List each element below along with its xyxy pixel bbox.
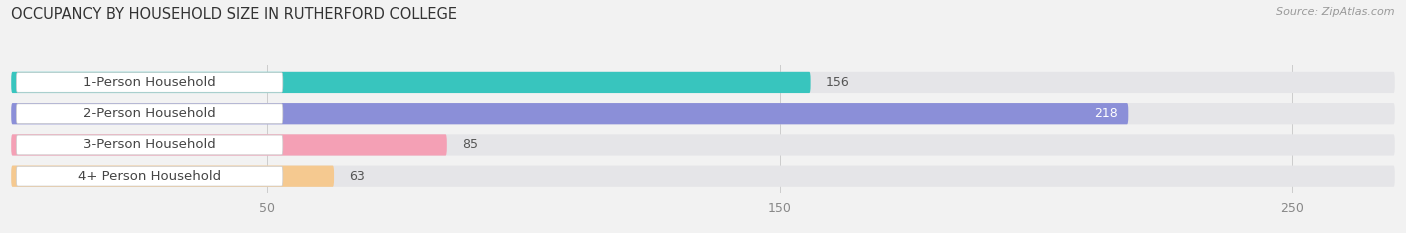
FancyBboxPatch shape [11, 103, 1395, 124]
FancyBboxPatch shape [11, 72, 1395, 93]
Text: 218: 218 [1094, 107, 1118, 120]
FancyBboxPatch shape [11, 134, 1395, 156]
FancyBboxPatch shape [11, 103, 1128, 124]
FancyBboxPatch shape [11, 72, 811, 93]
FancyBboxPatch shape [17, 166, 283, 186]
Text: 2-Person Household: 2-Person Household [83, 107, 217, 120]
Text: 3-Person Household: 3-Person Household [83, 138, 217, 151]
Text: 4+ Person Household: 4+ Person Household [79, 170, 221, 183]
FancyBboxPatch shape [17, 104, 283, 123]
Text: Source: ZipAtlas.com: Source: ZipAtlas.com [1277, 7, 1395, 17]
Text: OCCUPANCY BY HOUSEHOLD SIZE IN RUTHERFORD COLLEGE: OCCUPANCY BY HOUSEHOLD SIZE IN RUTHERFOR… [11, 7, 457, 22]
Text: 1-Person Household: 1-Person Household [83, 76, 217, 89]
FancyBboxPatch shape [11, 166, 335, 187]
FancyBboxPatch shape [17, 73, 283, 92]
FancyBboxPatch shape [17, 135, 283, 155]
Text: 63: 63 [350, 170, 366, 183]
Text: 156: 156 [825, 76, 849, 89]
Text: 85: 85 [463, 138, 478, 151]
FancyBboxPatch shape [11, 134, 447, 156]
FancyBboxPatch shape [11, 166, 1395, 187]
